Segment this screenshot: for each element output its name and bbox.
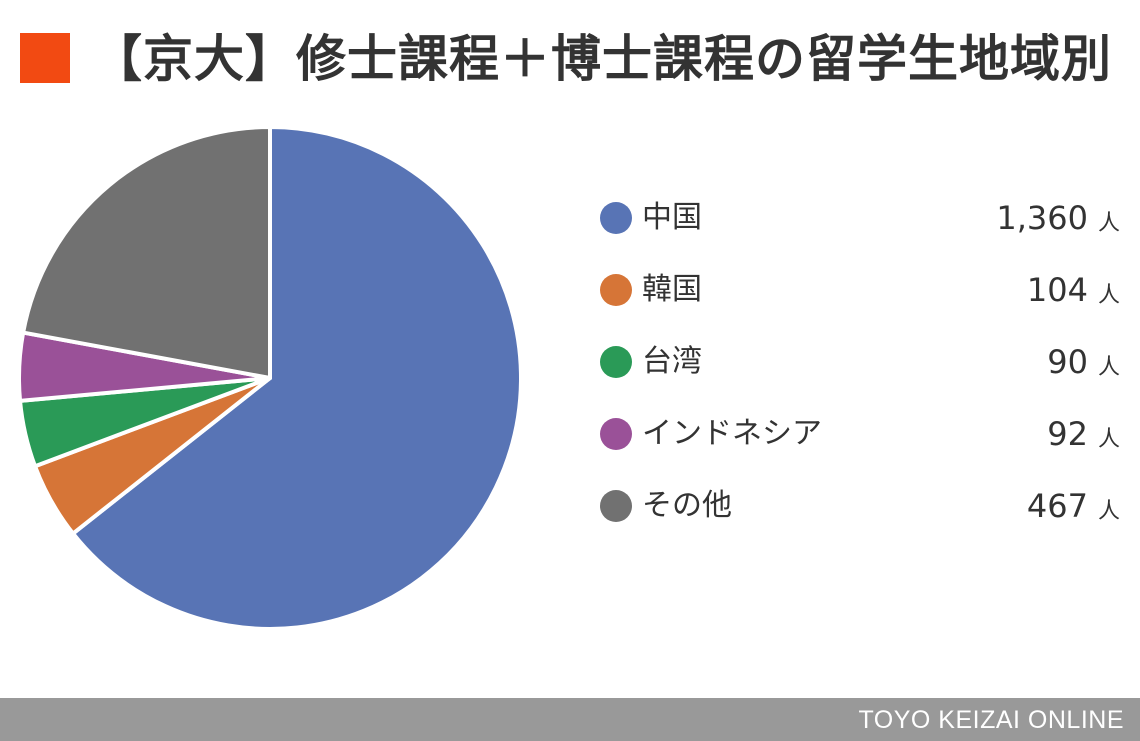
pie-slice-other bbox=[21, 125, 272, 380]
title-marker bbox=[20, 33, 70, 83]
legend-dot-china bbox=[600, 202, 632, 234]
legend-unit: 人 bbox=[1097, 283, 1120, 308]
chart-title: 【京大】修士課程＋博士課程の留学生地域別 bbox=[92, 30, 1112, 88]
legend-unit: 人 bbox=[1097, 499, 1120, 524]
legend-label-indonesia: インドネシア bbox=[642, 416, 822, 451]
legend-label-china: 中国 bbox=[642, 200, 702, 235]
legend-value-korea: 104 bbox=[1026, 271, 1088, 309]
legend-item-indonesia: インドネシア 92 人 bbox=[600, 398, 1120, 470]
footer-bar: TOYO KEIZAI ONLINE bbox=[0, 698, 1140, 741]
legend-unit: 人 bbox=[1097, 355, 1120, 380]
legend-item-other: その他 467 人 bbox=[600, 470, 1120, 542]
pie-slice-china bbox=[71, 125, 523, 631]
legend-value-taiwan: 90 bbox=[1047, 343, 1088, 381]
footer-credit: TOYO KEIZAI ONLINE bbox=[858, 706, 1124, 734]
legend-value-indonesia: 92 bbox=[1047, 415, 1088, 453]
pie-slices bbox=[17, 125, 523, 631]
legend-item-korea: 韓国 104 人 bbox=[600, 254, 1120, 326]
legend-dot-korea bbox=[600, 274, 632, 306]
legend-unit: 人 bbox=[1097, 427, 1120, 452]
legend-label-other: その他 bbox=[642, 488, 732, 523]
legend-dot-other bbox=[600, 490, 632, 522]
legend-label-korea: 韓国 bbox=[642, 272, 702, 307]
legend-value-china: 1,360 bbox=[996, 199, 1088, 237]
legend: 中国 1,360 人 韓国 104 人 台湾 90 人 インドネシア 92 人 … bbox=[600, 182, 1120, 542]
legend-item-taiwan: 台湾 90 人 bbox=[600, 326, 1120, 398]
legend-label-taiwan: 台湾 bbox=[642, 344, 702, 379]
legend-dot-taiwan bbox=[600, 346, 632, 378]
legend-unit: 人 bbox=[1097, 211, 1120, 236]
legend-dot-indonesia bbox=[600, 418, 632, 450]
legend-item-china: 中国 1,360 人 bbox=[600, 182, 1120, 254]
legend-value-other: 467 bbox=[1026, 487, 1088, 525]
